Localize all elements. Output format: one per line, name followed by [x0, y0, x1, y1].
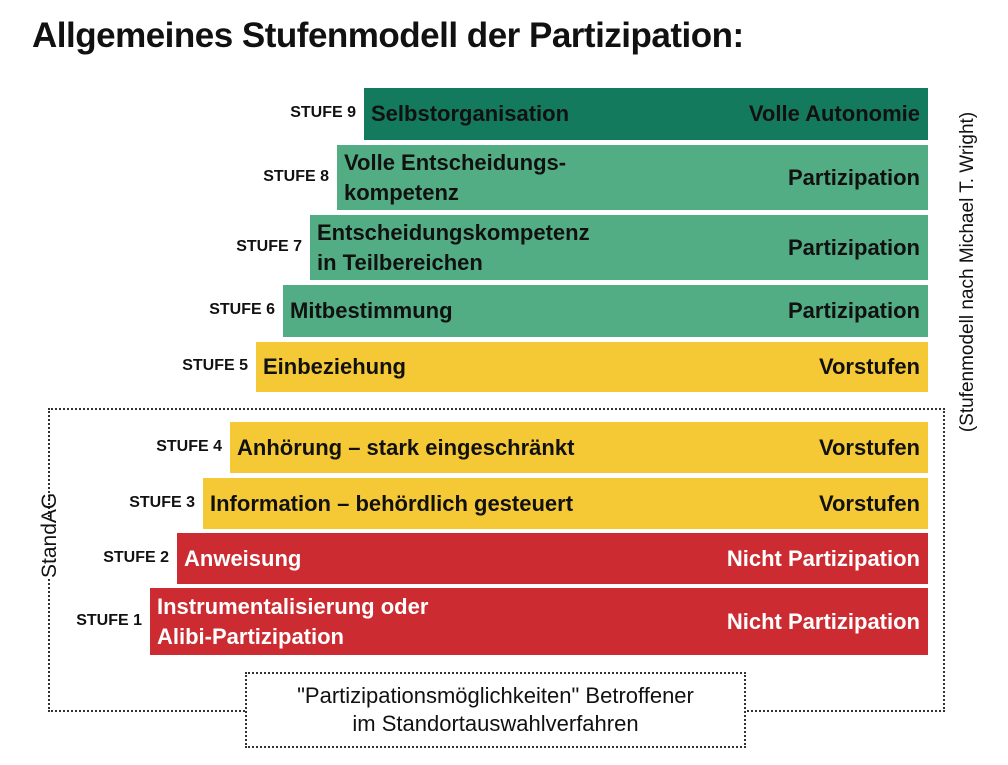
level-label: Information – behördlich gesteuert [210, 490, 574, 516]
level-label: Mitbestimmung [290, 298, 453, 323]
stufe-label: STUFE 3 [129, 493, 195, 511]
level-bar: Instrumentalisierung oder Alibi-Partizip… [150, 588, 928, 655]
stufe-label: STUFE 5 [182, 357, 248, 374]
level-bar: Selbstorganisation Volle Autonomie [364, 88, 928, 140]
level-bar: Entscheidungskompetenz in Teilbereichen P… [310, 215, 928, 280]
stufe-label: STUFE 6 [209, 301, 275, 318]
level-category: Partizipation [787, 164, 920, 190]
level-category: Vorstufen [818, 354, 920, 379]
level-bar: Einbeziehung Vorstufen [256, 342, 928, 392]
level-category: Partizipation [787, 234, 920, 260]
level-bar: Volle Entscheidungs- kompetenz Partizipat… [337, 145, 928, 210]
level-label: Anhörung – stark eingeschränkt [237, 434, 575, 460]
level-label: Anweisung [184, 545, 302, 571]
participation-note: "Partizipationsmöglichkeiten" Betroffene… [245, 672, 746, 748]
stufe-label: STUFE 2 [103, 548, 169, 566]
level-category: Nicht Partizipation [726, 545, 920, 571]
level-category: Vorstufen [818, 490, 920, 516]
stufe-label: STUFE 9 [290, 104, 356, 121]
level-category: Vorstufen [818, 434, 920, 460]
level-bar: Mitbestimmung Partizipation [283, 285, 928, 337]
diagram-title: Allgemeines Stufenmodell der Partizipati… [32, 16, 744, 55]
standag-label: StandAG [38, 492, 62, 578]
level-bar: Anweisung Nicht Partizipation [177, 533, 928, 584]
stufe-label: STUFE 7 [236, 237, 302, 255]
stufe-label: STUFE 1 [76, 611, 142, 629]
level-bar: Information – behördlich gesteuert Vorstu… [203, 478, 928, 529]
level-label: Entscheidungskompetenz in Teilbereichen [317, 219, 590, 275]
note-text: "Partizipationsmöglichkeiten" Betroffene… [297, 683, 694, 736]
level-category: Nicht Partizipation [726, 608, 920, 634]
stufe-label: STUFE 4 [156, 437, 222, 455]
level-bar: Anhörung – stark eingeschränkt Vorstufen [230, 422, 928, 473]
level-label: Selbstorganisation [371, 101, 570, 126]
stufe-label: STUFE 8 [263, 167, 329, 185]
level-category: Volle Autonomie [748, 101, 920, 126]
level-category: Partizipation [787, 298, 920, 323]
level-label: Einbeziehung [263, 354, 406, 379]
level-label: Volle Entscheidungs- kompetenz [344, 149, 567, 205]
source-note: (Stufenmodell nach Michael T. Wright) [957, 111, 978, 433]
level-label: Instrumentalisierung oder Alibi-Partizip… [157, 593, 429, 649]
